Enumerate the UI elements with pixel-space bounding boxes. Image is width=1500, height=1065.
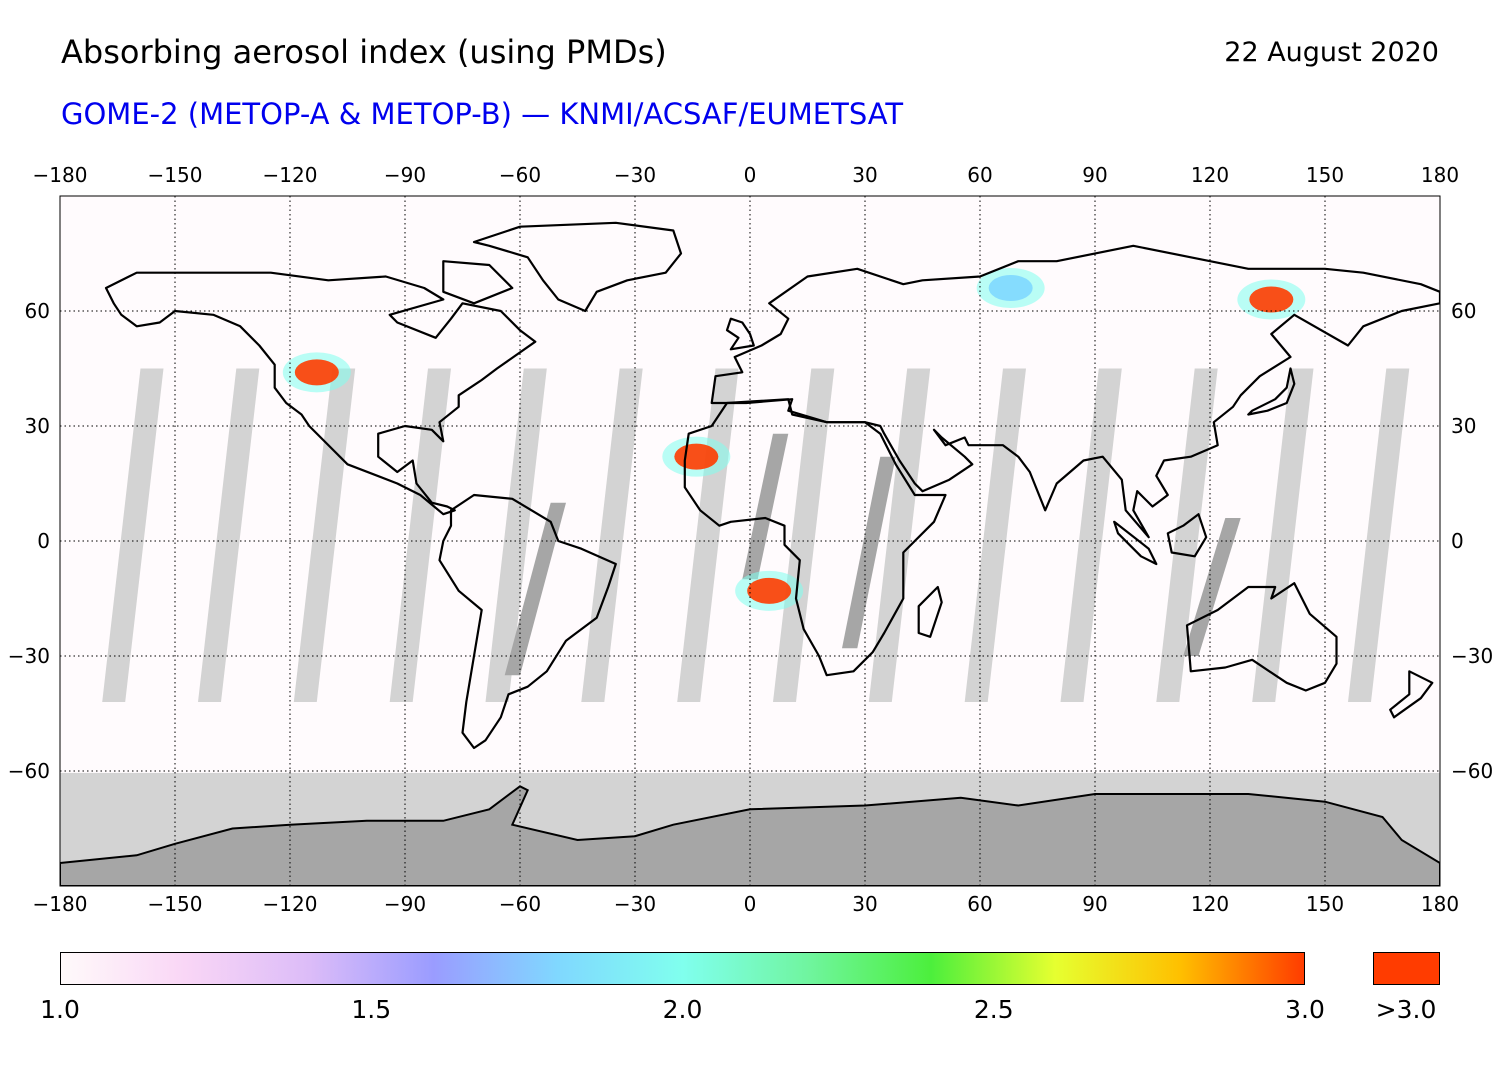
lon-tick-label-top: 60	[967, 163, 992, 187]
colorbar-tick-label: 1.5	[351, 995, 392, 1024]
no-data-swath	[198, 368, 260, 702]
lon-tick-label-top: −150	[148, 163, 203, 187]
no-data-swath	[773, 368, 835, 702]
lon-tick-label-top: 150	[1306, 163, 1344, 187]
lon-tick-label-bottom: −30	[614, 892, 656, 916]
aerosol-plume	[674, 443, 719, 470]
lon-tick-label-top: −30	[614, 163, 656, 187]
aerosol-plume	[1249, 286, 1294, 313]
coastline-greenland	[472, 221, 683, 313]
coastline-japan	[1247, 367, 1296, 416]
no-data-swath-land	[842, 456, 896, 649]
lon-tick-label-bottom: 0	[744, 892, 757, 916]
colorbar-tick-label: 3.0	[1285, 995, 1325, 1024]
lat-tick-label-left: 30	[25, 414, 50, 438]
lon-tick-label-top: 0	[744, 163, 757, 187]
coastline-south-america	[438, 493, 617, 750]
lon-tick-label-top: −180	[33, 163, 88, 187]
coastline-madagascar	[917, 585, 943, 638]
colorbar-tick-label: 2.5	[973, 995, 1014, 1024]
lon-tick-label-bottom: −60	[499, 892, 541, 916]
coastline-eurasia	[710, 244, 1440, 539]
no-data-swath	[389, 368, 451, 702]
coastline-africa	[683, 398, 947, 677]
lon-tick-label-bottom: −90	[384, 892, 426, 916]
lon-tick-label-bottom: 90	[1082, 892, 1107, 916]
lat-tick-label-left: 0	[37, 529, 50, 553]
lon-tick-label-bottom: 30	[852, 892, 877, 916]
coastline-baffin-island	[442, 260, 514, 305]
colorbar-over-label: >3.0	[1375, 995, 1437, 1024]
coastline-sumatra	[1113, 520, 1158, 566]
no-data-swath	[485, 368, 547, 702]
lat-tick-label-right: −60	[1451, 759, 1493, 783]
colorbar	[60, 952, 1305, 985]
lat-tick-label-left: −30	[8, 644, 50, 668]
no-data-swath-land	[1183, 518, 1241, 656]
no-data-swath	[1348, 368, 1410, 702]
map-date: 22 August 2020	[1224, 37, 1439, 68]
lon-tick-label-top: −120	[263, 163, 318, 187]
lat-tick-label-right: 60	[1451, 299, 1476, 323]
lon-tick-label-top: 90	[1082, 163, 1107, 187]
lon-tick-label-bottom: 150	[1306, 892, 1344, 916]
lon-tick-label-top: −90	[384, 163, 426, 187]
coastline-new-zealand	[1389, 670, 1434, 719]
map-title: Absorbing aerosol index (using PMDs)	[61, 33, 667, 71]
aerosol-plume	[988, 275, 1033, 301]
aerosol-plume	[294, 359, 339, 386]
lat-tick-label-right: 30	[1451, 414, 1476, 438]
lat-tick-label-left: −60	[8, 759, 50, 783]
coastline-north-america	[104, 271, 537, 516]
aerosol-plume	[747, 577, 792, 604]
lon-tick-label-bottom: −120	[263, 892, 318, 916]
lon-tick-label-bottom: −180	[33, 892, 88, 916]
no-data-swath-land	[742, 433, 789, 580]
no-data-swath-land	[504, 502, 566, 676]
lon-tick-label-bottom: −150	[148, 892, 203, 916]
colorbar-tick-label: 2.0	[662, 995, 703, 1024]
coastline-uk	[725, 317, 755, 351]
coastline-australia	[1185, 582, 1338, 692]
map-subtitle: GOME-2 (METOP-A & METOP-B) — KNMI/ACSAF/…	[61, 97, 904, 131]
no-data-swath	[868, 368, 931, 702]
no-data-swath	[1252, 368, 1314, 702]
no-data-swath	[102, 368, 164, 702]
colorbar-tick-label: 1.0	[40, 995, 80, 1024]
no-data-swath	[293, 368, 356, 702]
map-frame	[59, 195, 1441, 887]
lon-tick-label-bottom: 120	[1191, 892, 1229, 916]
world-map: −180 −180 −150 −150 −120 −120 −90 −90 −60 −60 −30 −…	[8, 163, 1493, 916]
coastline-borneo	[1166, 513, 1208, 558]
lon-tick-label-top: 180	[1421, 163, 1459, 187]
no-data-swath	[1060, 368, 1122, 702]
lat-tick-label-right: 0	[1451, 529, 1464, 553]
colorbar-over-swatch	[1373, 952, 1440, 985]
lon-tick-label-top: 120	[1191, 163, 1229, 187]
lon-tick-label-bottom: 60	[967, 892, 992, 916]
lon-tick-label-top: 30	[852, 163, 877, 187]
lon-tick-label-bottom: 180	[1421, 892, 1459, 916]
lat-tick-label-right: −30	[1451, 644, 1493, 668]
lat-tick-label-left: 60	[25, 299, 50, 323]
lon-tick-label-top: −60	[499, 163, 541, 187]
